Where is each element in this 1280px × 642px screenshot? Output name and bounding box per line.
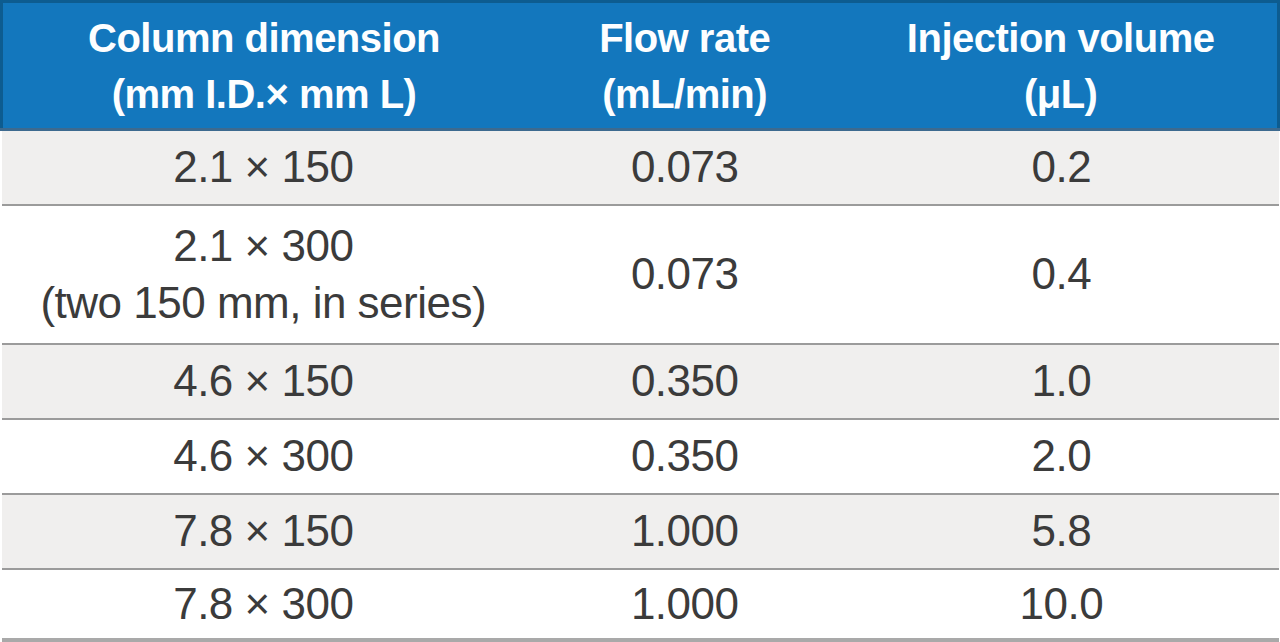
- table-row: 4.6 × 300 0.350 2.0: [2, 419, 1279, 494]
- flow-rate-injection-table: Column dimension (mm I.D.× mm L) Flow ra…: [0, 0, 1280, 642]
- column-header-flow-rate: Flow rate (mL/min): [525, 2, 844, 130]
- column-header-dimension: Column dimension (mm I.D.× mm L): [2, 2, 526, 130]
- cell-flow-rate: 1.000: [525, 569, 844, 640]
- cell-dimension: 4.6 × 150: [2, 344, 526, 419]
- table-header: Column dimension (mm I.D.× mm L) Flow ra…: [2, 2, 1279, 130]
- cell-dimension: 2.1 × 150: [2, 130, 526, 206]
- cell-flow-rate: 0.350: [525, 419, 844, 494]
- cell-injection-volume: 0.4: [844, 205, 1278, 344]
- cell-flow-rate: 1.000: [525, 494, 844, 569]
- table-row: 2.1 × 150 0.073 0.2: [2, 130, 1279, 206]
- cell-flow-rate: 0.073: [525, 130, 844, 206]
- table-row: 2.1 × 300 (two 150 mm, in series) 0.073 …: [2, 205, 1279, 344]
- table-row: 7.8 × 150 1.000 5.8: [2, 494, 1279, 569]
- column-header-injection-volume: Injection volume (μL): [844, 2, 1278, 130]
- cell-injection-volume: 10.0: [844, 569, 1278, 640]
- cell-dimension: 7.8 × 300: [2, 569, 526, 640]
- header-dimension-line2: (mm I.D.× mm L): [11, 66, 517, 122]
- header-volume-line1: Injection volume: [852, 10, 1269, 66]
- cell-dimension: 7.8 × 150: [2, 494, 526, 569]
- header-flow-line1: Flow rate: [533, 10, 836, 66]
- table-body: 2.1 × 150 0.073 0.2 2.1 × 300 (two 150 m…: [2, 130, 1279, 641]
- cell-flow-rate: 0.350: [525, 344, 844, 419]
- cell-dimension: 4.6 × 300: [2, 419, 526, 494]
- dimension-value: 2.1 × 300: [173, 221, 353, 270]
- table-row: 4.6 × 150 0.350 1.0: [2, 344, 1279, 419]
- header-row: Column dimension (mm I.D.× mm L) Flow ra…: [2, 2, 1279, 130]
- cell-flow-rate: 0.073: [525, 205, 844, 344]
- cell-injection-volume: 2.0: [844, 419, 1278, 494]
- cell-injection-volume: 0.2: [844, 130, 1278, 206]
- header-dimension-line1: Column dimension: [11, 10, 517, 66]
- table-row: 7.8 × 300 1.000 10.0: [2, 569, 1279, 640]
- cell-dimension: 2.1 × 300 (two 150 mm, in series): [2, 205, 526, 344]
- cell-injection-volume: 5.8: [844, 494, 1278, 569]
- spec-table-container: Column dimension (mm I.D.× mm L) Flow ra…: [0, 0, 1280, 642]
- dimension-note: (two 150 mm, in series): [6, 275, 522, 331]
- cell-injection-volume: 1.0: [844, 344, 1278, 419]
- header-flow-line2: (mL/min): [533, 66, 836, 122]
- header-volume-line2: (μL): [852, 66, 1269, 122]
